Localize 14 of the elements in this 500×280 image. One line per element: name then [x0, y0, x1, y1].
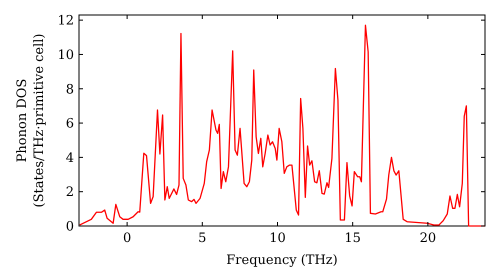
y-tick-label: 2	[66, 185, 74, 200]
y-tick-label: 4	[66, 150, 74, 166]
y-tick-label: 12	[57, 14, 74, 29]
y-tick-label: 6	[66, 116, 74, 132]
y-tick-label: 8	[66, 82, 74, 98]
y-tick-label: 0	[66, 220, 74, 235]
x-tick-label: 5	[198, 231, 206, 246]
x-axis-title: Frequency (THz)	[226, 253, 338, 268]
y-tick-label: 10	[57, 48, 74, 64]
x-tick-label: 10	[269, 231, 286, 246]
x-tick-label: 0	[122, 231, 132, 246]
x-tick-label: 15	[344, 231, 361, 246]
x-tick-label: 20	[420, 231, 436, 246]
y-axis-title: Phonon DOS (States/THz·primitive cell)	[15, 33, 47, 208]
